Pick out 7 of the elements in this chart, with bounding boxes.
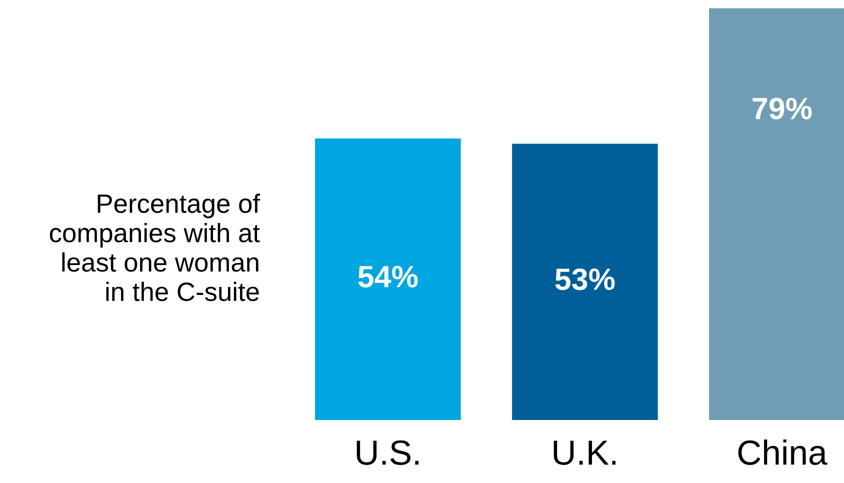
x-tick-label: China [738,439,828,465]
data-label: 79% [752,98,812,120]
data-label: 53% [555,268,615,290]
x-tick-label: U.K. [554,440,616,465]
y-axis-title: Percentage of companies with at least one woman in the C-suite [50,194,260,302]
data-label: 54% [358,266,418,288]
x-tick-label: U.S. [356,440,419,465]
